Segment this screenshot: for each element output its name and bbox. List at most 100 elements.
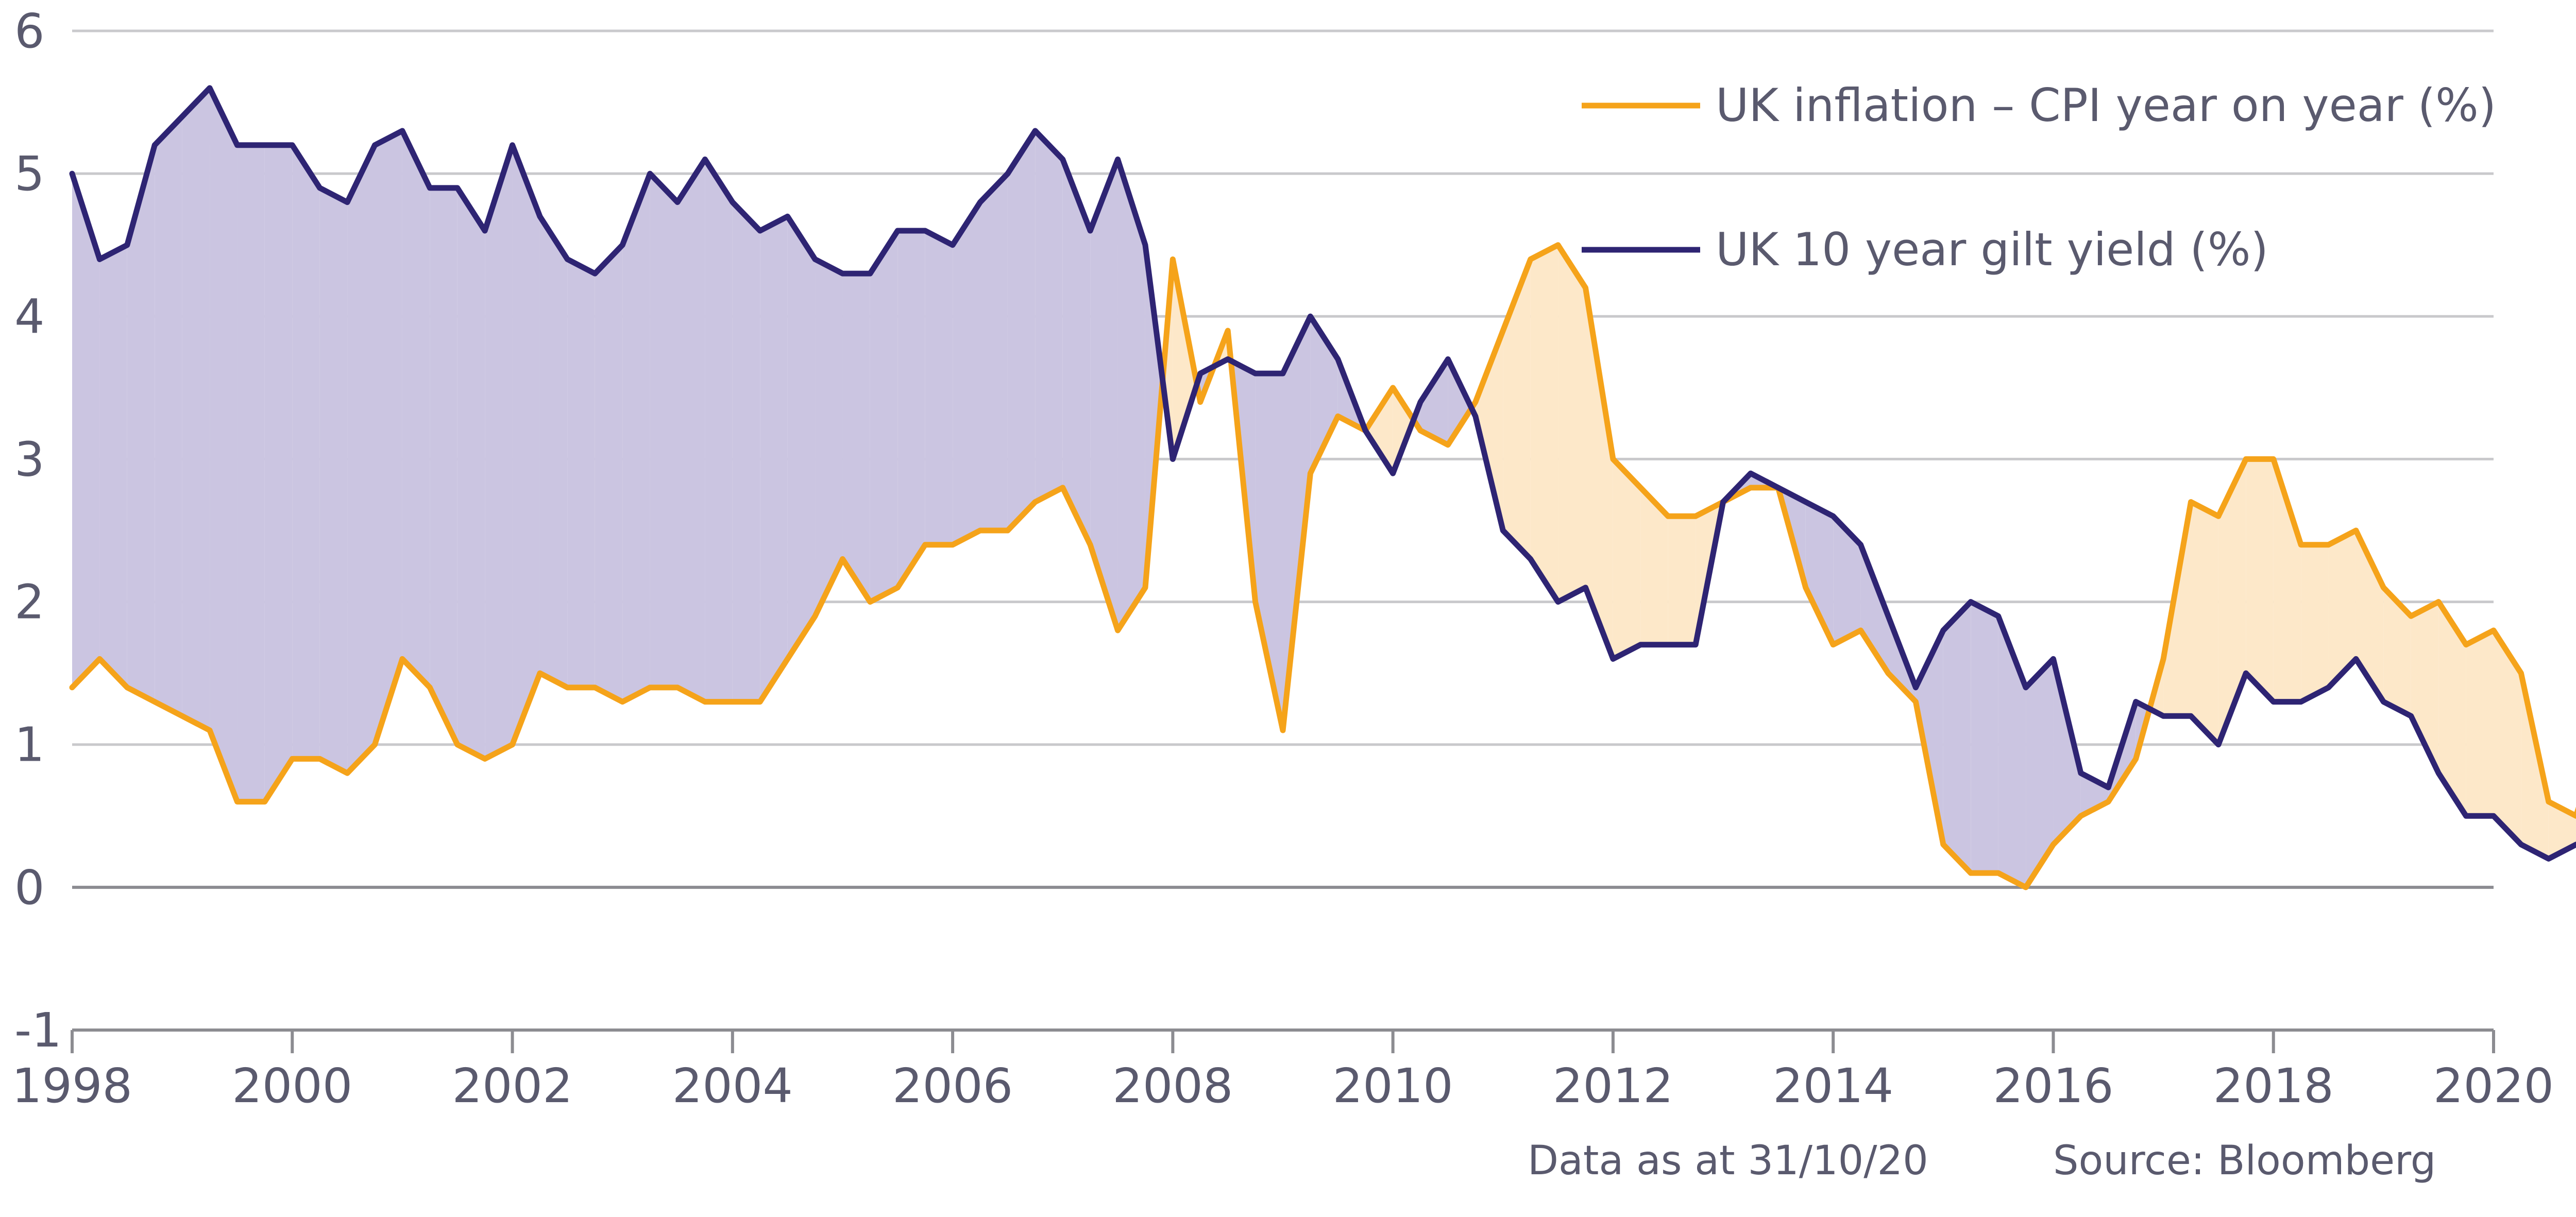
inflation-above-fill	[1503, 259, 1531, 559]
legend: UK inflation – CPI year on year (%) UK 10…	[1582, 79, 2496, 276]
x-tick-label: 2000	[232, 1058, 352, 1113]
gilt-above-fill	[677, 159, 705, 702]
x-tick-label: 2006	[892, 1058, 1013, 1113]
gilt-above-fill	[1448, 359, 1472, 445]
gilt-above-fill	[539, 216, 568, 688]
inflation-above-fill	[2548, 801, 2576, 859]
x-tick-label: 2020	[2433, 1058, 2554, 1113]
gilt-above-fill	[1283, 316, 1311, 730]
inflation-above-fill	[1613, 459, 1641, 659]
gilt-above-fill	[1117, 159, 1145, 630]
gilt-above-fill	[897, 231, 925, 588]
gilt-above-fill	[2026, 659, 2054, 887]
inflation-above-fill	[1475, 331, 1503, 530]
y-tick-label: 6	[14, 4, 45, 59]
gilt-above-fill	[512, 145, 540, 745]
gilt-above-fill	[980, 174, 1008, 531]
gilt-above-fill	[1090, 159, 1118, 630]
inflation-above-fill	[2273, 459, 2301, 702]
legend-label-inflation: UK inflation – CPI year on year (%)	[1716, 79, 2496, 132]
y-tick-label: 5	[14, 146, 45, 201]
legend-label-gilt: UK 10 year gilt yield (%)	[1716, 223, 2268, 276]
gilt-above-fill	[237, 145, 265, 802]
x-tick-label: 2014	[1773, 1058, 1893, 1113]
inflation-above-fill	[2355, 530, 2384, 702]
inflation-series-line	[69, 242, 2576, 890]
y-tick-label: 0	[14, 860, 45, 915]
gilt-above-fill	[1971, 602, 1998, 873]
y-tick-label: 2	[14, 575, 45, 630]
inflation-above-fill	[1393, 387, 1414, 474]
gilt-above-fill	[925, 231, 953, 545]
gilt-above-fill	[99, 245, 127, 688]
inflation-above-fill	[1530, 245, 1558, 602]
gilt-above-fill	[787, 216, 816, 659]
inflation-above-fill	[2383, 587, 2411, 716]
inflation-above-fill	[2466, 630, 2494, 816]
gilt-above-fill	[760, 216, 788, 702]
inflation-above-fill	[2494, 630, 2521, 845]
gilt-above-fill	[430, 187, 457, 745]
inflation-above-fill	[2301, 544, 2329, 702]
gilt-above-fill	[2053, 659, 2081, 845]
gilt-above-fill	[182, 88, 210, 730]
gilt-above-fill	[210, 88, 238, 802]
gilt-above-fill	[457, 187, 485, 759]
inflation-above-fill	[1558, 245, 1586, 602]
gilt-above-fill	[622, 174, 650, 702]
source-note: Source: Bloomberg	[2053, 1138, 2436, 1184]
gilt-above-fill	[347, 145, 375, 774]
gilt-above-fill	[732, 202, 760, 702]
gilt-above-fill	[1916, 630, 1943, 845]
series-lines	[69, 85, 2576, 890]
gilt-above-fill	[127, 145, 155, 702]
y-tick-label: 1	[14, 717, 45, 773]
inflation-above-fill	[1668, 516, 1696, 645]
x-tick-label: 2008	[1112, 1058, 1233, 1113]
gilt-above-fill	[1833, 516, 1861, 645]
gilt-above-fill	[402, 131, 430, 688]
gilt-above-fill	[595, 245, 623, 702]
gilt-above-fill	[1007, 131, 1036, 530]
inflation-above-fill	[1365, 387, 1393, 474]
gilt-above-fill	[567, 259, 595, 688]
inflation-above-fill	[2438, 602, 2466, 816]
inflation-above-fill	[2218, 459, 2246, 745]
inflation-above-fill	[1173, 259, 1197, 459]
inflation-above-fill	[2191, 502, 2218, 745]
x-tick-label: 2016	[1993, 1058, 2113, 1113]
inflation-above-fill	[1640, 487, 1668, 645]
inflation-above-fill	[2411, 602, 2439, 774]
area-fills	[72, 88, 2576, 887]
y-tick-label: 4	[14, 289, 45, 344]
footnote: Data as at 31/10/20 Source: Bloomberg	[1528, 1138, 2436, 1184]
gilt-above-fill	[870, 231, 898, 602]
gilt-above-fill	[953, 202, 980, 545]
y-tick-label: -1	[14, 1003, 62, 1058]
gilt-above-fill	[375, 131, 402, 745]
gilt-above-fill	[1255, 373, 1283, 730]
gilt-above-fill	[705, 159, 733, 702]
x-tick-label: 2010	[1333, 1058, 1453, 1113]
gilt-above-fill	[1805, 502, 1834, 645]
gilt-yield-series-line	[69, 85, 2576, 862]
x-tick-label: 2012	[1553, 1058, 1673, 1113]
data-date-note: Data as at 31/10/20	[1528, 1138, 1928, 1184]
gilt-above-fill	[650, 174, 677, 688]
gilt-above-fill	[155, 116, 182, 716]
gilt-above-fill	[72, 174, 100, 688]
x-tick-label: 2004	[672, 1058, 793, 1113]
gilt-above-fill	[264, 145, 293, 802]
x-tick-label: 2018	[2213, 1058, 2334, 1113]
x-tick-label: 2002	[452, 1058, 572, 1113]
inflation-above-fill	[2521, 673, 2549, 859]
gilt-above-fill	[815, 259, 843, 616]
gilt-above-fill	[1310, 316, 1338, 474]
gilt-above-fill	[1420, 359, 1448, 445]
inflation-above-fill	[2328, 530, 2356, 688]
gilt-above-fill	[1998, 616, 2026, 887]
gilt-above-fill	[1943, 602, 1971, 873]
gilt-above-fill	[1035, 131, 1063, 502]
gilt-above-fill	[292, 145, 320, 759]
